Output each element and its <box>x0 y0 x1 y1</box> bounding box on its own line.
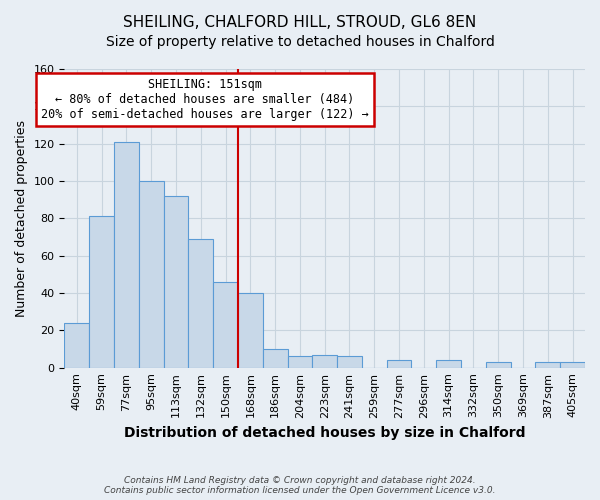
Bar <box>89 216 114 368</box>
X-axis label: Distribution of detached houses by size in Chalford: Distribution of detached houses by size … <box>124 426 526 440</box>
Bar <box>486 362 511 368</box>
Bar <box>164 196 188 368</box>
Bar <box>337 356 362 368</box>
Text: SHEILING: 151sqm
← 80% of detached houses are smaller (484)
20% of semi-detached: SHEILING: 151sqm ← 80% of detached house… <box>41 78 369 121</box>
Bar <box>263 349 287 368</box>
Text: Size of property relative to detached houses in Chalford: Size of property relative to detached ho… <box>106 35 494 49</box>
Bar <box>313 354 337 368</box>
Bar <box>64 323 89 368</box>
Bar <box>436 360 461 368</box>
Text: SHEILING, CHALFORD HILL, STROUD, GL6 8EN: SHEILING, CHALFORD HILL, STROUD, GL6 8EN <box>124 15 476 30</box>
Bar <box>287 356 313 368</box>
Bar <box>238 293 263 368</box>
Y-axis label: Number of detached properties: Number of detached properties <box>15 120 28 317</box>
Bar <box>386 360 412 368</box>
Bar <box>213 282 238 368</box>
Text: Contains HM Land Registry data © Crown copyright and database right 2024.
Contai: Contains HM Land Registry data © Crown c… <box>104 476 496 495</box>
Bar <box>535 362 560 368</box>
Bar <box>139 181 164 368</box>
Bar <box>114 142 139 368</box>
Bar <box>188 239 213 368</box>
Bar <box>560 362 585 368</box>
